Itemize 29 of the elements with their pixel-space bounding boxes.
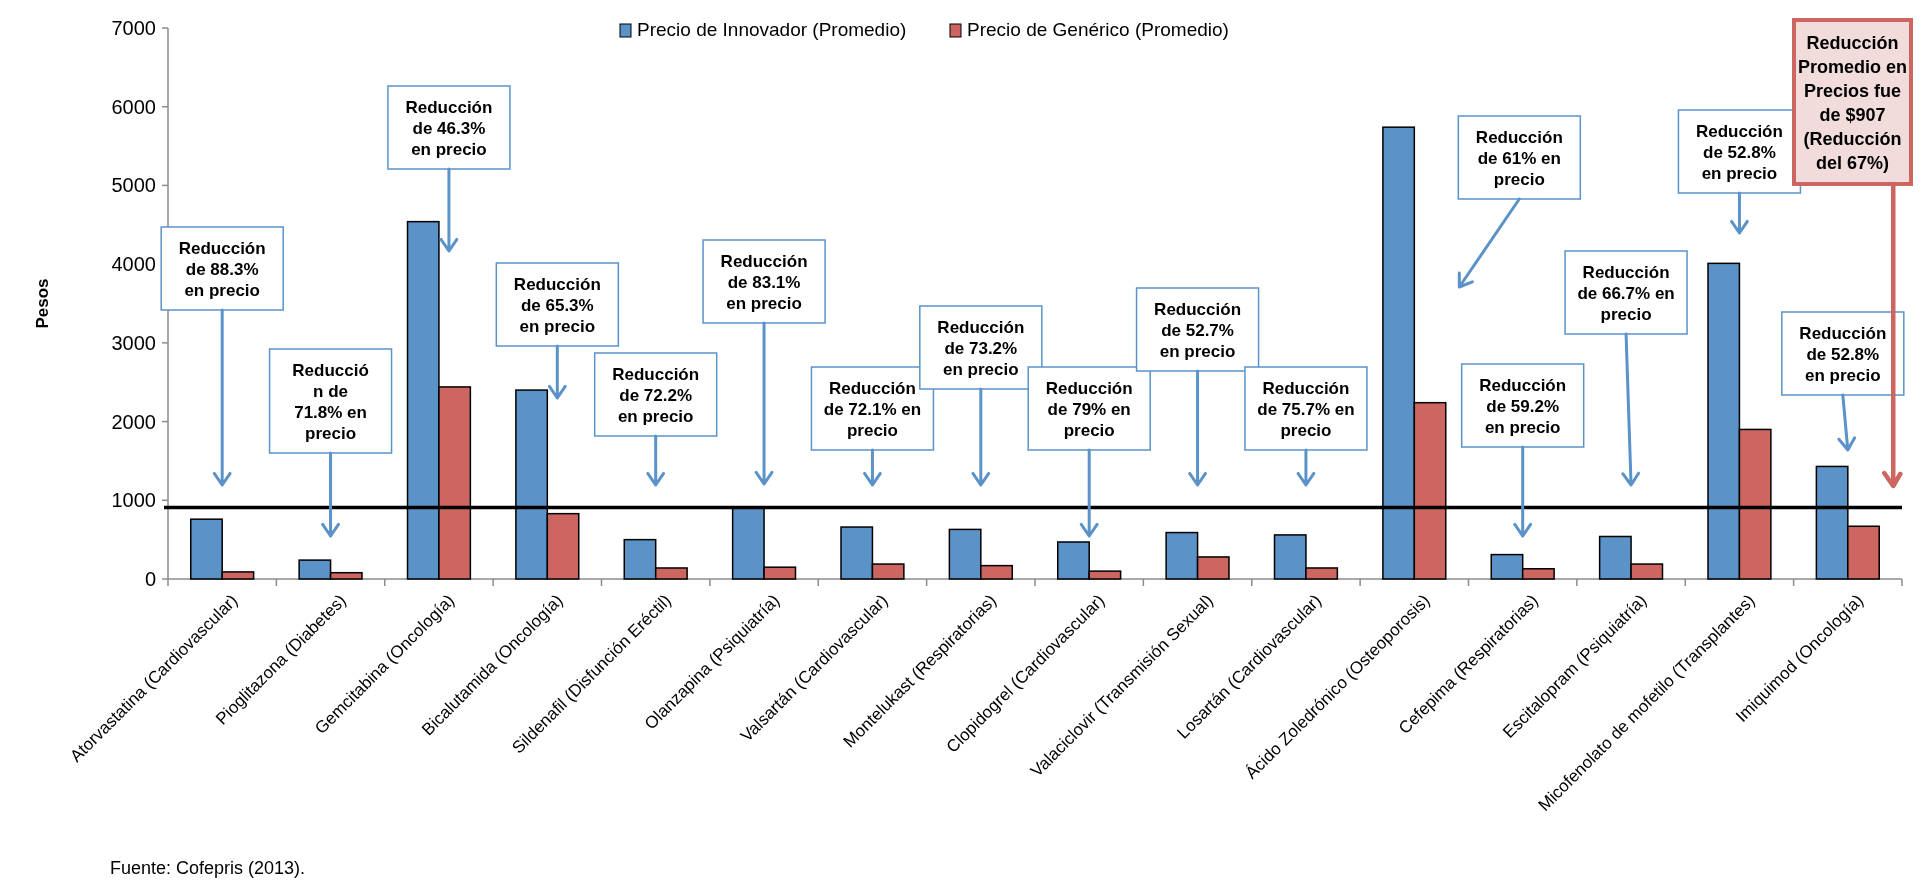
annotation: Reducción de 73.2% en precio	[937, 317, 1025, 379]
annotation: Reducción de 72.1% en precio	[823, 378, 922, 440]
annotation: Reducción de 83.1% en precio	[720, 251, 808, 313]
annotation: Reducción de 75.7% en precio	[1257, 378, 1355, 440]
y-tick-label: 7000	[111, 17, 156, 39]
y-tick-label: 1000	[111, 489, 156, 512]
y-tick-label: 0	[144, 568, 156, 590]
y-tick-label: 6000	[111, 95, 156, 118]
annotation: Reducción de 59.2% en precio	[1479, 375, 1567, 437]
annotation: Reducción Promedio en Precios fue de $907 (Reducción del 67%)	[1797, 33, 1908, 174]
annotation: Reducción de 52.7% en precio	[1154, 299, 1242, 361]
annotation: Reducción de 52.8% en precio	[1799, 323, 1887, 385]
annotation: Reducción de 88.3% en precio	[178, 238, 266, 300]
source-note: Fuente: Cofepris (2013).	[110, 858, 306, 878]
legend-label: Precio de Genérico (Promedio)	[967, 19, 1229, 40]
annotation: Reducción de 52.8% en precio	[1695, 121, 1783, 183]
y-tick-label: 4000	[111, 253, 156, 276]
annotation: Reducción de 46.3% en precio	[405, 97, 493, 159]
annotation: Reducción de 72.2% en precio	[612, 364, 700, 426]
annotation: Reducción de 79% en precio	[1045, 378, 1133, 440]
annotation: Reducción de 65.3% en precio	[513, 274, 601, 336]
y-tick-label: 3000	[111, 331, 156, 354]
y-tick-label: 5000	[111, 174, 156, 197]
annotation: Reducción de 61% en precio	[1475, 127, 1563, 189]
legend-label: Precio de Innovador (Promedio)	[637, 19, 907, 40]
annotation: Reducció n de 71.8% en precio	[292, 360, 369, 443]
y-tick-label: 2000	[111, 410, 156, 433]
annotation: Reducción de 66.7% en precio	[1577, 262, 1675, 324]
y-axis-title: Pesos	[33, 278, 52, 329]
